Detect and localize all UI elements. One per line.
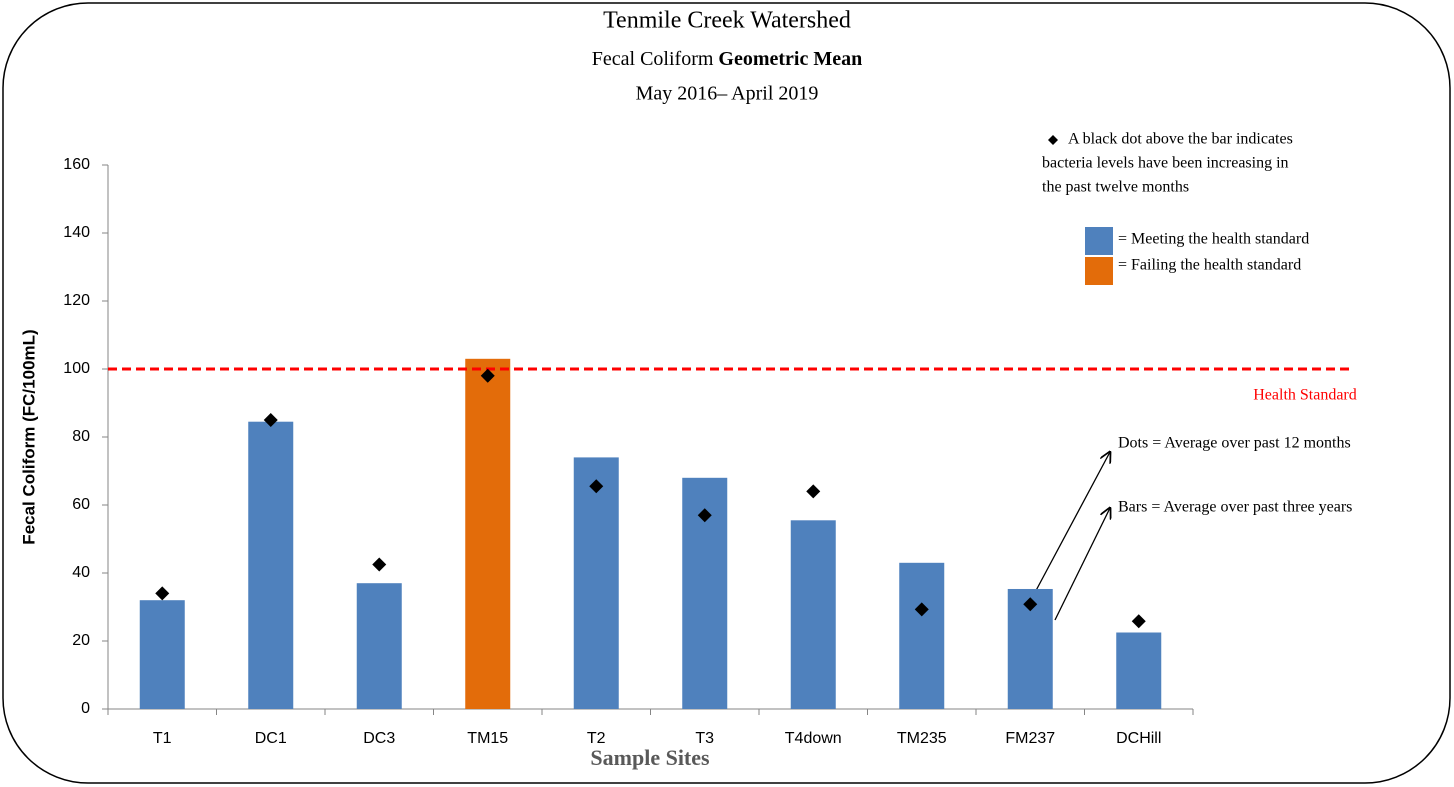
bar (356, 583, 402, 709)
dot (697, 508, 712, 523)
y-tick-label: 160 (63, 156, 90, 173)
x-tick-label: DC1 (255, 730, 287, 747)
chart-title: Tenmile Creek Watershed (603, 8, 851, 34)
annotation: Dots = Average over past 12 months (1118, 435, 1351, 452)
x-tick-label: T2 (587, 730, 606, 747)
legend-swatch (1085, 257, 1113, 285)
y-tick-label: 120 (63, 292, 90, 309)
x-tick-label: TM235 (897, 730, 947, 747)
bar (899, 562, 945, 709)
bar (573, 457, 619, 709)
y-tick-label: 20 (72, 632, 90, 649)
x-tick-label: T1 (153, 730, 172, 747)
legend-swatch (1085, 227, 1113, 255)
bar (465, 358, 511, 709)
bar (248, 421, 294, 709)
annotation-arrow (1031, 452, 1110, 599)
y-tick-label: 140 (63, 224, 90, 241)
dot (480, 368, 495, 383)
legend-label: = Meeting the health standard (1118, 231, 1309, 248)
y-axis-label: Fecal Coliform (FC/100mL) (19, 329, 38, 544)
legend-note: A black dot above the bar indicates (1068, 131, 1293, 148)
dot (372, 557, 387, 572)
bar (139, 600, 185, 709)
x-tick-label: DC3 (363, 730, 395, 747)
chart-subtitle: Fecal Coliform Geometric Mean (592, 48, 862, 70)
annotation: Bars = Average over past three years (1118, 499, 1352, 516)
x-tick-label: T4down (785, 730, 842, 747)
y-tick-label: 100 (63, 360, 90, 377)
x-tick-label: DCHill (1116, 730, 1161, 747)
y-tick-label: 40 (72, 564, 90, 581)
y-tick-label: 0 (81, 700, 90, 717)
bar (1116, 632, 1162, 709)
x-tick-label: FM237 (1005, 730, 1055, 747)
y-tick-label: 80 (72, 428, 90, 445)
dot (806, 484, 821, 499)
dot (589, 479, 604, 494)
x-axis-label: Sample Sites (590, 745, 710, 770)
dot (155, 586, 170, 601)
dot (914, 602, 929, 617)
date-range: May 2016– April 2019 (636, 83, 819, 105)
reference-label: Health Standard (1253, 387, 1357, 404)
annotation-arrow (1054, 508, 1110, 621)
bar (790, 520, 836, 709)
legend-label: = Failing the health standard (1118, 257, 1301, 274)
x-tick-label: TM15 (467, 730, 508, 747)
dot (263, 413, 278, 427)
y-tick-label: 60 (72, 496, 90, 513)
subtitle-part: Fecal Coliform (592, 48, 714, 70)
dot (1023, 597, 1038, 612)
x-tick-label: T3 (695, 730, 714, 747)
subtitle-part: Geometric Mean (718, 48, 862, 70)
dot (1131, 614, 1146, 629)
legend-note: the past twelve months (1042, 179, 1189, 196)
legend-note: bacteria levels have been increasing in (1042, 155, 1289, 172)
legend-diamond (1048, 135, 1058, 145)
